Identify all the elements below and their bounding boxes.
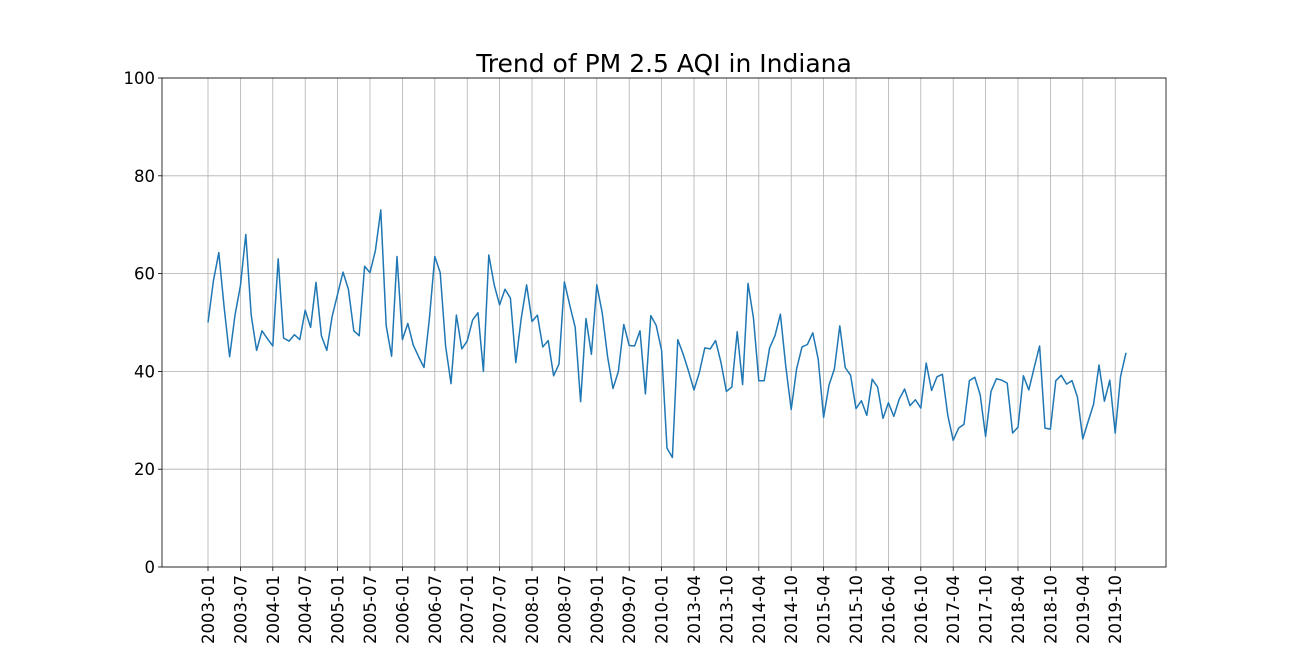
x-tick-label: 2005-01 xyxy=(329,575,348,644)
plot-frame xyxy=(161,77,1167,568)
x-tick-label: 2018-04 xyxy=(1009,575,1028,644)
x-tick-label: 2016-04 xyxy=(879,575,898,644)
x-tick-label: 2014-10 xyxy=(782,575,801,644)
x-tick-label: 2019-10 xyxy=(1106,575,1125,644)
x-tick-label: 2015-10 xyxy=(847,575,866,644)
y-tick-label: 40 xyxy=(134,362,155,381)
x-tick-label: 2014-04 xyxy=(750,575,769,644)
x-tick-label: 2003-01 xyxy=(199,575,218,644)
x-tick-label: 2004-01 xyxy=(264,575,283,644)
x-tick-label: 2013-10 xyxy=(717,575,736,644)
y-tick-label: 80 xyxy=(134,167,155,186)
y-tick-label: 60 xyxy=(134,265,155,284)
x-tick-label: 2006-01 xyxy=(393,575,412,644)
x-tick-label: 2007-07 xyxy=(491,575,510,644)
chart-title: Trend of PM 2.5 AQI in Indiana xyxy=(475,49,852,78)
x-tick-label: 2013-04 xyxy=(685,575,704,644)
x-tick-label: 2016-10 xyxy=(912,575,931,644)
x-tick-label: 2007-01 xyxy=(458,575,477,644)
x-tick-label: 2005-07 xyxy=(361,575,380,644)
x-tick-label: 2017-04 xyxy=(944,575,963,644)
x-tick-label: 2004-07 xyxy=(296,575,315,644)
x-tick-label: 2008-01 xyxy=(523,575,542,644)
grid-lines xyxy=(162,77,1166,568)
x-tick-label: 2017-10 xyxy=(977,575,996,644)
x-tick-label: 2018-10 xyxy=(1041,575,1060,644)
x-tick-label: 2009-01 xyxy=(588,575,607,644)
axes: 0 20 40 60 80 100 2003-01 2003-07 2004-01 2004-07… xyxy=(124,69,1126,644)
y-tick-label: 20 xyxy=(134,460,155,479)
x-tick-label: 2015-04 xyxy=(815,575,834,644)
series-lines xyxy=(207,209,1127,459)
x-tick-label: 2010-01 xyxy=(653,575,672,644)
x-tick-label: 2003-07 xyxy=(231,575,250,644)
y-tick-label: 0 xyxy=(145,558,156,577)
x-tick-label: 2006-07 xyxy=(426,575,445,644)
x-tick-label: 2019-04 xyxy=(1074,575,1093,644)
x-tick-label: 2009-07 xyxy=(620,575,639,644)
y-tick-label: 100 xyxy=(124,69,156,88)
x-tick-label: 2008-07 xyxy=(555,575,574,644)
series-line-0 xyxy=(207,209,1127,459)
